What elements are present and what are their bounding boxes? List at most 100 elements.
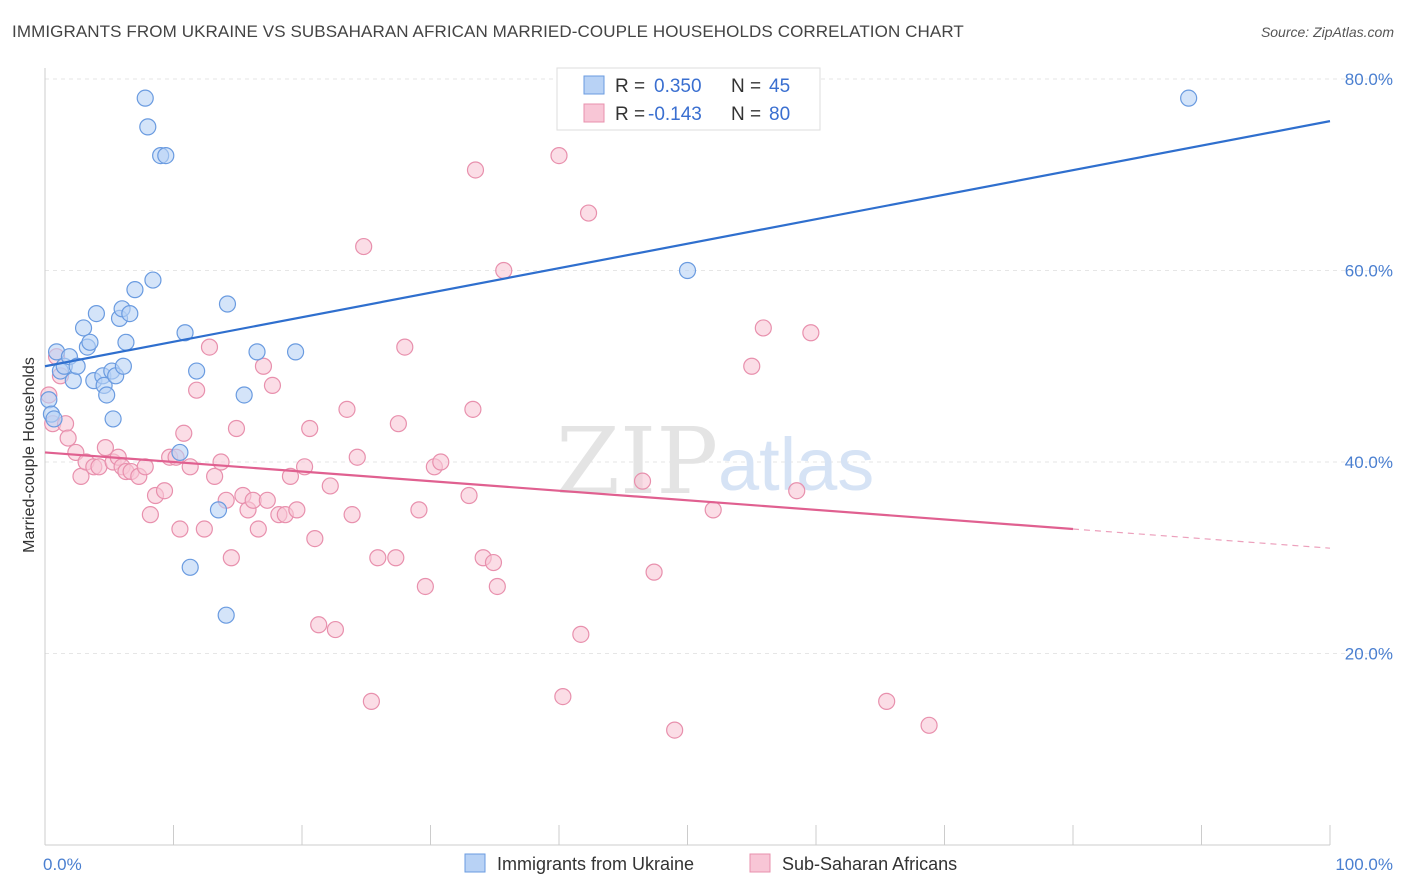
trend-lines [44,120,1331,549]
point-africa [181,458,199,476]
point-africa [633,472,652,490]
tick-labels: 20.0% 40.0% 60.0% 80.0% 0.0% 100.0% [43,70,1393,874]
point-africa [410,501,428,519]
point-africa [200,338,219,356]
series-label-africa: Sub-Saharan Africans [782,854,957,874]
point-africa [704,501,722,519]
point-africa [321,477,339,495]
chart-source: Source: ZipAtlas.com [1260,24,1394,40]
y-tick-label: 60.0% [1345,262,1393,281]
legend-swatch-africa [583,103,605,123]
legend-n-value-ukraine: 45 [769,76,790,97]
point-africa [743,357,761,375]
point-africa [464,400,482,418]
point-africa [206,467,224,485]
point-ukraine [117,333,135,351]
point-africa [645,563,663,581]
point-africa [666,721,684,739]
legend-n-label-africa: N = [731,104,761,125]
watermark: ZIP atlas [556,408,874,515]
point-ukraine [286,343,305,361]
x-tick-label: 100.0% [1335,855,1393,874]
point-africa [416,577,434,596]
point-africa [254,357,273,375]
y-tick-label: 20.0% [1345,645,1393,664]
data-points [40,89,1198,739]
legend-r-label-ukraine: R = [615,76,645,97]
point-africa [355,237,373,256]
legend-r-value-africa: -0.143 [648,104,702,125]
point-africa [188,381,206,399]
point-africa [301,419,319,438]
point-africa [554,687,572,706]
point-africa [572,625,590,643]
point-ukraine [218,295,237,313]
legend-r-label-africa: R = [615,104,645,125]
point-africa [343,506,361,524]
point-ukraine [64,372,82,390]
point-africa [387,549,405,567]
series-legend: Immigrants from Ukraine Sub-Saharan Afri… [464,853,957,874]
series-label-ukraine: Immigrants from Ukraine [497,854,694,874]
point-ukraine [217,606,235,624]
point-ukraine [139,118,157,136]
point-ukraine [176,324,194,342]
point-ukraine [98,386,116,404]
point-ukraine [68,357,86,375]
point-africa [212,453,230,471]
point-africa [362,692,380,710]
point-africa [579,204,598,222]
point-africa [136,458,154,476]
series-swatch-ukraine [464,853,486,873]
legend-swatch-ukraine [583,75,605,95]
trend-line-extension-africa [1072,528,1331,549]
point-africa [310,616,328,634]
point-ukraine [1180,89,1198,107]
trend-line-africa [44,451,1074,531]
point-ukraine [136,89,154,107]
point-ukraine [209,501,228,519]
point-africa [389,415,407,433]
point-africa [171,520,189,538]
point-africa [788,482,806,500]
point-ukraine [248,343,266,361]
point-ukraine [171,443,189,462]
point-africa [396,338,414,356]
point-africa [96,439,114,457]
y-tick-label: 80.0% [1345,70,1393,89]
point-africa [754,319,772,337]
point-africa [369,549,387,567]
point-africa [466,161,485,179]
point-africa [306,529,324,548]
watermark-zip: ZIP [556,408,718,515]
point-ukraine [87,304,106,323]
point-ukraine [144,271,162,289]
point-africa [550,147,568,165]
point-africa [288,501,306,519]
point-africa [495,261,513,280]
point-ukraine [235,386,253,404]
legend-n-value-africa: 80 [769,104,790,125]
legend-n-label-ukraine: N = [731,76,761,97]
point-africa [326,620,345,639]
point-ukraine [121,304,139,323]
point-africa [338,400,356,418]
point-africa [222,549,240,567]
y-axis-label: Married-couple Households [21,357,38,553]
axes [44,68,1331,846]
point-ukraine [678,261,697,280]
point-ukraine [81,333,99,351]
point-africa [460,486,478,505]
point-africa [920,716,938,734]
point-ukraine [74,319,93,337]
point-ukraine [188,362,206,380]
point-africa [195,520,213,538]
point-africa [348,448,366,466]
point-africa [878,692,896,710]
trend-line-ukraine [44,120,1331,368]
point-ukraine [114,357,132,375]
point-ukraine [157,147,175,165]
gridlines [45,78,1392,654]
point-africa [59,429,77,447]
point-africa [802,324,820,342]
